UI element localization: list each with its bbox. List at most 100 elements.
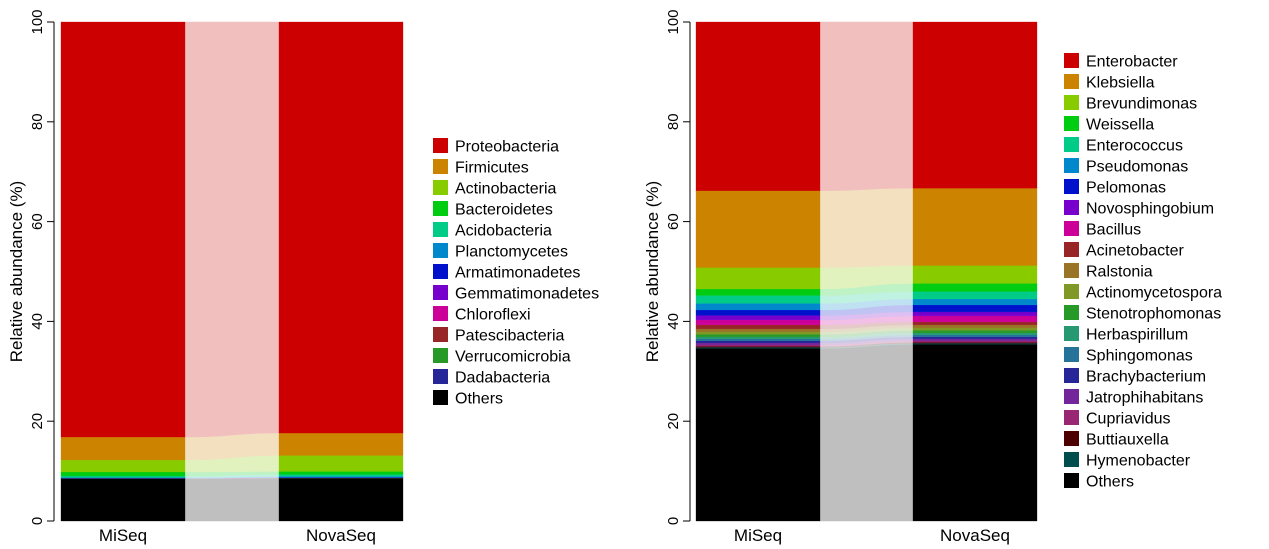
bar-segment-miseq-ralstonia [695, 328, 821, 333]
bar-segment-miseq-brachybacterium [695, 340, 821, 344]
bar-segment-novaseq-bacillus [912, 315, 1038, 323]
bar-segment-miseq-acidobacteria [60, 475, 186, 478]
legend-swatch [1064, 242, 1079, 257]
legend-item: Weissella [1064, 116, 1154, 134]
legend-label: Acinetobacter [1086, 243, 1185, 260]
legend-item: Klebsiella [1064, 74, 1155, 92]
bar-segment-novaseq-jatrophihabitans [912, 338, 1038, 342]
legend-item: Buttiauxella [1064, 431, 1169, 449]
bar-segment-miseq-actinobacteria [60, 459, 186, 473]
y-tick-label: 20 [665, 413, 682, 430]
x-category-label: MiSeq [734, 526, 782, 545]
legend: Proteobacteria Firmicutes Actinobacteria Ba… [433, 138, 599, 408]
legend-item: Enterococcus [1064, 137, 1183, 155]
legend-swatch [1064, 326, 1079, 341]
legend-swatch [433, 264, 448, 279]
legend-item: Patescibacteria [433, 327, 564, 345]
legend-label: Chloroflexi [455, 307, 531, 324]
legend-item: Acinetobacter [1064, 242, 1185, 260]
legend-item: Enterobacter [1064, 53, 1178, 71]
bar-segment-novaseq-firmicutes [278, 432, 404, 456]
legend-label: Klebsiella [1086, 75, 1155, 92]
bar-segment-novaseq-acidobacteria [278, 474, 404, 477]
bar-segment-miseq-cupriavidus [695, 344, 821, 347]
flow-band-enterobacter [819, 21, 914, 191]
legend-item: Herbaspirillum [1064, 326, 1188, 344]
legend-item: Acidobacteria [433, 222, 552, 240]
legend-swatch [433, 201, 448, 216]
legend-swatch [1064, 200, 1079, 215]
bar-segment-novaseq-actinobacteria [278, 455, 404, 472]
legend-item: Brachybacterium [1064, 368, 1206, 386]
bar-segment-miseq-stenotrophomonas [695, 334, 821, 338]
legend-swatch [433, 369, 448, 384]
legend-swatch [433, 390, 448, 405]
bar-segment-miseq-others [695, 348, 821, 522]
legend-swatch [1064, 473, 1079, 488]
legend-label: Others [455, 391, 503, 408]
legend-label: Firmicutes [455, 160, 529, 177]
bar-segment-miseq-jatrophihabitans [695, 342, 821, 346]
legend-swatch [1064, 431, 1079, 446]
legend-label: Brevundimonas [1086, 96, 1197, 113]
legend-item: Pseudomonas [1064, 158, 1188, 176]
legend-label: Others [1086, 474, 1134, 491]
bar-segment-miseq-enterococcus [695, 295, 821, 304]
legend-label: Herbaspirillum [1086, 327, 1188, 344]
legend-item: Firmicutes [433, 159, 529, 177]
bar-segment-miseq-novosphingobium [695, 315, 821, 321]
bar-segment-novaseq-klebsiella [912, 188, 1038, 266]
legend-item: Actinomycetospora [1064, 284, 1222, 302]
bar-segment-miseq-klebsiella [695, 190, 821, 268]
legend-label: Proteobacteria [455, 139, 559, 156]
legend-label: Pelomonas [1086, 180, 1166, 197]
legend-item: Novosphingobium [1064, 200, 1214, 218]
legend-swatch [1064, 305, 1079, 320]
legend-swatch [433, 243, 448, 258]
legend-swatch [1064, 179, 1079, 194]
x-category-label: NovaSeq [306, 526, 376, 545]
legend-swatch [1064, 284, 1079, 299]
x-category-label: NovaSeq [940, 526, 1010, 545]
y-tick-label: 60 [665, 213, 682, 230]
bar-segment-miseq-sphingomonas [695, 338, 821, 342]
chart-genus: 0 20 40 60 80 100 Relative abundance (%) MiSeq N… [643, 9, 1222, 545]
bar-segment-novaseq-proteobacteria [278, 21, 404, 434]
legend-swatch [1064, 368, 1079, 383]
bar-segment-miseq-acinetobacter [695, 324, 821, 330]
legend-swatch [1064, 53, 1079, 68]
legend-item: Others [1064, 473, 1134, 491]
legend-item: Hymenobacter [1064, 452, 1191, 470]
legend-label: Dadabacteria [455, 370, 550, 387]
legend-item: Chloroflexi [433, 306, 531, 324]
bar-segment-novaseq-ralstonia [912, 324, 1038, 329]
legend-label: Brachybacterium [1086, 369, 1206, 386]
bar-segment-novaseq-sphingomonas [912, 334, 1038, 338]
bar-segment-novaseq-enterococcus [912, 291, 1038, 300]
legend-label: Enterobacter [1086, 54, 1178, 71]
bar-segment-novaseq-weissella [912, 283, 1038, 292]
legend-label: Verrucomicrobia [455, 349, 571, 366]
y-tick-label: 20 [29, 413, 46, 430]
bar-segment-novaseq-pseudomonas [912, 298, 1038, 306]
legend-label: Buttiauxella [1086, 432, 1169, 449]
x-category-label: MiSeq [99, 526, 147, 545]
legend-swatch [1064, 116, 1079, 131]
legend-item: Verrucomicrobia [433, 348, 571, 366]
bar-segment-novaseq-brevundimonas [912, 265, 1038, 284]
legend-label: Enterococcus [1086, 138, 1183, 155]
legend-label: Novosphingobium [1086, 201, 1214, 218]
bar-segment-miseq-enterobacter [695, 21, 821, 191]
legend-label: Cupriavidus [1086, 411, 1170, 428]
legend-item: Bacillus [1064, 221, 1141, 239]
legend-label: Stenotrophomonas [1086, 306, 1221, 323]
bar-segment-miseq-actinomycetospora [695, 331, 821, 335]
bar-segment-novaseq-pelomonas [912, 304, 1038, 313]
bar-segment-novaseq-others [278, 477, 404, 522]
y-axis-title: Relative abundance (%) [643, 181, 662, 362]
legend-label: Hymenobacter [1086, 453, 1191, 470]
bar-segment-novaseq-novosphingobium [912, 311, 1038, 317]
y-tick-label: 80 [29, 113, 46, 130]
legend-item: Gemmatimonadetes [433, 285, 599, 303]
